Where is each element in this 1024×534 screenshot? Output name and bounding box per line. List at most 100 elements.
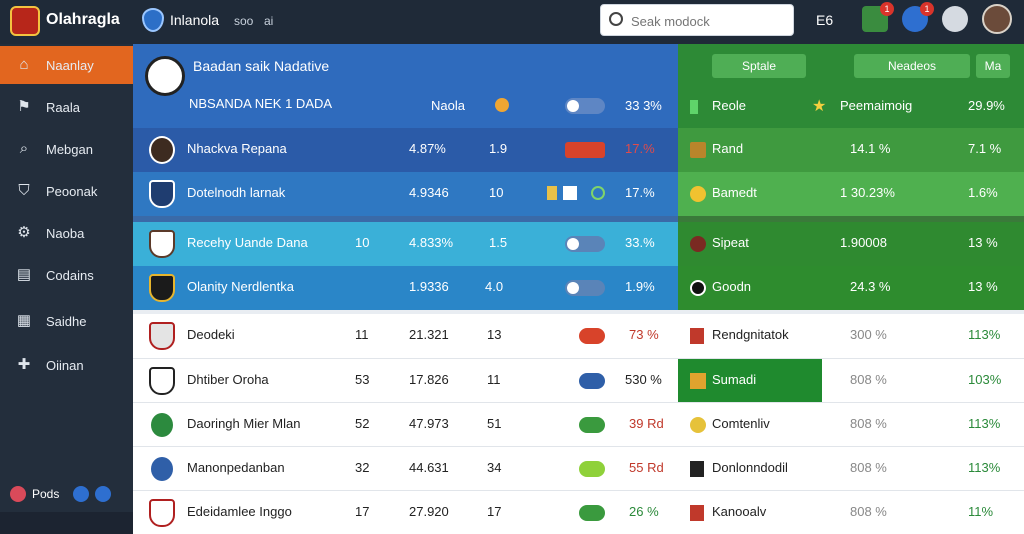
search-icon [609,12,623,26]
stat-pct: 13 % [968,235,998,250]
sidebar-item-mebgan[interactable]: ⌕ Mebgan [0,130,133,168]
team-crest [690,417,706,433]
team-crest [690,280,706,296]
globe-icon[interactable] [95,486,112,502]
stat-value: 1 30.23% [840,185,895,200]
search-input[interactable] [631,10,786,32]
sidebar-item-label: Naoba [46,225,85,241]
table-row[interactable]: Daoringh Mier Mlan 52 47.973 51 39 Rd [133,402,678,446]
team-pct: 1.9% [625,279,655,294]
team-pct: 17.% [625,185,655,200]
headers-button[interactable]: Neadeos [854,54,970,78]
trophy-icon [495,98,509,112]
stat-name: Comtenliv [712,416,770,431]
status-icon [690,100,698,114]
settings-icon: ⚙ [17,224,31,241]
sidebar-item-oiinan[interactable]: ✚ Oiinan [0,346,133,384]
team-value: 47.973 [409,416,449,431]
stats-row[interactable]: Bamedt 1 30.23% 1.6% [678,172,1024,216]
table-row[interactable]: Nhackva Repana 4.87% 1.9 17.% [133,128,678,172]
trophy-button[interactable]: 1 [862,2,894,32]
toggle-switch[interactable] [565,98,605,114]
org-shield-icon[interactable] [142,8,164,32]
org-name[interactable]: Inlanola [170,12,220,28]
team-rank: 53 [355,372,370,387]
sidebar-item-peoonak[interactable]: ⛉ Peoonak [0,172,133,210]
stats-row[interactable]: Goodn 24.3 % 13 % [678,266,1024,310]
footer-label[interactable]: Pods [32,487,60,501]
team-num: 1.9 [489,141,508,156]
grid-icon: ▦ [16,312,32,329]
stats-row[interactable]: Sipeat 1.90008 13 % [678,222,1024,266]
stats-row[interactable]: Sumadi 808 % 103% [678,358,1024,403]
table-row[interactable]: Deodeki 11 21.321 13 73 % [133,314,678,358]
stat-value: 808 % [850,372,887,387]
table-row[interactable]: Dhtiber Oroha 53 17.826 11 530 % [133,358,678,402]
toggle-switch[interactable] [565,236,605,252]
team-rank: 10 [355,235,370,250]
stats-row[interactable]: Kanooalv 808 % 11% [678,490,1024,534]
stats-row[interactable]: Donlonndodil 808 % 113% [678,446,1024,490]
update-button[interactable]: Sptale [712,54,806,78]
help-icon[interactable] [73,486,90,502]
table-row[interactable]: Recehy Uande Dana 10 4.833% 1.5 33.% [133,222,678,266]
table-row[interactable]: Olanity Nerdlentka 1.9336 4.0 1.9% [133,266,678,310]
search-icon: ⌕ [19,140,29,157]
stat-value: 1.90008 [840,235,887,250]
ma-button[interactable]: Ma [976,54,1010,78]
team-name: Nhackva Repana [187,141,287,156]
toggle-switch[interactable] [565,280,605,296]
stat-value: 24.3 % [850,279,891,294]
stats-row[interactable]: Comtenliv 808 % 113% [678,402,1024,446]
app-title: Olahragla [46,11,120,28]
team-name: Deodeki [187,327,235,342]
table-row[interactable]: Edeidamlee Inggo 17 27.920 17 26 % [133,490,678,534]
sidebar-item-naoba[interactable]: ⚙ Naoba [0,214,133,252]
sidebar-item-label: Saidhe [46,313,87,329]
team-crest [149,411,175,439]
notification-badge: 1 [920,2,934,16]
team-crest [149,180,175,208]
column-label[interactable]: Peemaimoig [840,98,913,113]
team-num: 51 [487,416,502,431]
team-crest [149,136,175,164]
team-num: 11 [487,372,501,387]
language-toggle[interactable]: E6 [816,12,834,28]
stat-name: Donlonndodil [712,460,788,475]
stats-row[interactable]: Rendgnitatok 300 % 113% [678,314,1024,358]
search-box[interactable] [600,4,794,36]
meta-label-1: soo [234,14,254,28]
team-name: Manonpedanban [187,460,285,475]
table-row[interactable]: Manonpedanban 32 44.631 34 55 Rd [133,446,678,490]
team-crest [690,505,704,521]
notifications-button[interactable]: 1 [902,2,934,32]
home-icon: ⌂ [19,56,29,73]
team-name: Daoringh Mier Mlan [187,416,301,431]
column-label[interactable]: Naola [431,98,465,113]
stats-row[interactable]: Rand 14.1 % 7.1 % [678,128,1024,172]
sidebar-item-raala[interactable]: ⚑ Raala [0,88,133,126]
form-indicator [579,373,605,389]
league-logo [145,56,185,96]
column-label[interactable]: Reole [712,98,746,113]
team-name: Recehy Uande Dana [187,235,308,250]
table-row[interactable]: Dotelnodh larnak 4.9346 10 17.% [133,172,678,216]
top-bar: Olahragla Inlanola soo ai E6 1 1 [0,0,1024,44]
team-crest [690,328,704,344]
form-indicator [579,417,605,433]
team-rank: 52 [355,416,370,431]
stat-value: 808 % [850,460,887,475]
team-crest [149,367,175,395]
user-avatar[interactable] [982,4,1012,34]
team-name: Dhtiber Oroha [187,372,269,387]
team-pct: 530 % [625,372,662,387]
sidebar-item-codains[interactable]: ▤ Codains [0,256,133,294]
stat-name: Sipeat [712,235,749,250]
sidebar-item-saidhe[interactable]: ▦ Saidhe [0,302,133,340]
sidebar-item-home[interactable]: ⌂ Naanlay [0,46,133,84]
stat-pct: 113% [968,460,1001,475]
sidebar-item-label: Peoonak [46,183,98,199]
app-logo[interactable] [10,6,40,36]
settings-button[interactable] [942,6,968,32]
stat-value: 300 % [850,327,887,342]
